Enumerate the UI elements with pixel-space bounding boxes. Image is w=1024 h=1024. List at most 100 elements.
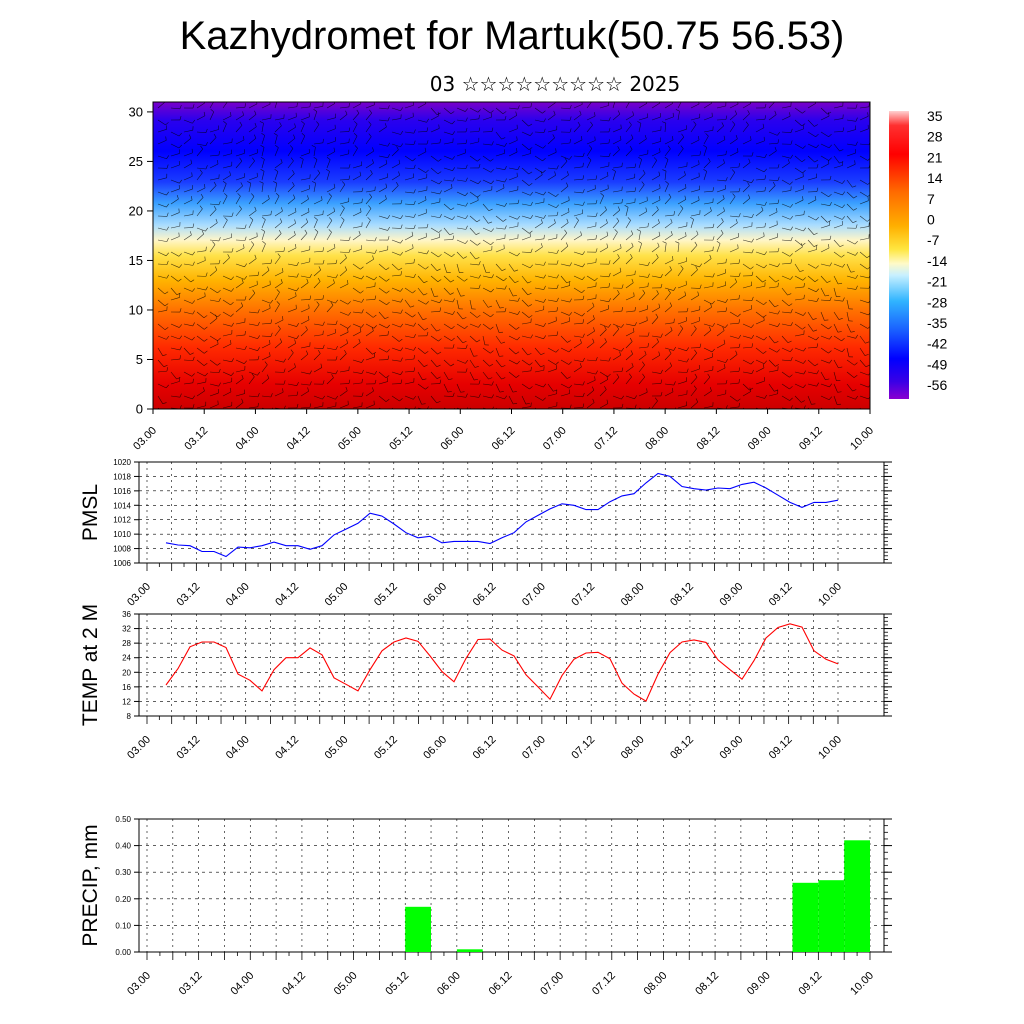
wind-barb bbox=[365, 356, 375, 361]
wind-barb bbox=[313, 214, 323, 217]
wind-barb bbox=[417, 236, 427, 241]
wind-barb bbox=[755, 335, 765, 341]
wind-barb bbox=[482, 167, 492, 173]
wind-barb-flag bbox=[568, 361, 572, 365]
wind-barb bbox=[560, 393, 570, 397]
wind-barb-flag bbox=[827, 220, 831, 223]
wind-barb bbox=[196, 208, 203, 217]
wind-barb bbox=[417, 371, 423, 380]
wind-barb bbox=[781, 131, 791, 133]
wind-barb bbox=[261, 147, 265, 157]
wind-barb-flag bbox=[777, 199, 780, 204]
wind-barb bbox=[586, 330, 595, 337]
colorbar-label: -28 bbox=[927, 294, 947, 310]
wind-barb bbox=[417, 212, 427, 217]
wind-barb bbox=[313, 269, 321, 277]
pmsl-x-tick-label: 06.00 bbox=[421, 581, 449, 609]
wind-barb bbox=[495, 143, 505, 147]
wind-barb-flag bbox=[162, 354, 167, 356]
wind-barb bbox=[703, 347, 713, 353]
wind-barb bbox=[339, 106, 349, 109]
wind-barb bbox=[196, 167, 206, 170]
wind-barb-flag bbox=[504, 165, 507, 170]
wind-barb bbox=[677, 261, 687, 265]
wind-barb-flag bbox=[204, 372, 208, 377]
wind-barb bbox=[664, 259, 674, 265]
wind-barb-flag bbox=[693, 121, 697, 125]
wind-barb-flag bbox=[838, 282, 843, 285]
wind-barb bbox=[248, 210, 257, 217]
wind-barb-flag bbox=[294, 243, 297, 249]
wind-barb-flag bbox=[396, 146, 399, 150]
wind-barb bbox=[209, 318, 218, 325]
wind-barb bbox=[482, 395, 492, 399]
wind-barb bbox=[183, 323, 193, 327]
pmsl-y-tick-label: 1020 bbox=[113, 458, 131, 467]
wind-barb bbox=[703, 147, 707, 157]
wind-barb-flag bbox=[646, 102, 648, 104]
wind-barb-flag bbox=[342, 181, 346, 185]
wind-barb-flag bbox=[301, 120, 305, 124]
wind-barb bbox=[560, 174, 569, 181]
wind-barb-flag bbox=[295, 292, 297, 297]
wind-barb-flag bbox=[669, 266, 672, 271]
wind-barb-flag bbox=[296, 273, 299, 278]
wind-barb-flag bbox=[307, 195, 309, 200]
wind-barb bbox=[560, 222, 569, 229]
wind-barb-flag bbox=[280, 279, 283, 283]
wind-barb bbox=[326, 117, 336, 121]
wind-barb-flag bbox=[348, 312, 352, 316]
wind-barb-flag bbox=[604, 385, 607, 390]
wind-barb-flag bbox=[240, 302, 244, 307]
heatmap-y-tick-label: 20 bbox=[129, 203, 143, 218]
wind-barb bbox=[287, 263, 297, 266]
wind-barb-flag bbox=[684, 195, 687, 200]
wind-barb-flag bbox=[438, 124, 440, 129]
wind-barb bbox=[261, 243, 266, 253]
wind-barb-flag bbox=[215, 218, 218, 223]
wind-barb bbox=[313, 147, 316, 157]
wind-barb bbox=[508, 140, 518, 145]
wind-barb bbox=[482, 263, 487, 273]
wind-barb-flag bbox=[828, 396, 832, 400]
wind-barb-flag bbox=[192, 288, 196, 292]
wind-barb bbox=[469, 215, 477, 223]
wind-barb bbox=[534, 191, 544, 196]
wind-barb bbox=[248, 347, 258, 351]
wind-barb-flag bbox=[490, 180, 494, 184]
wind-barb bbox=[612, 377, 620, 385]
wind-barb-flag bbox=[424, 351, 429, 354]
wind-barb-flag bbox=[527, 292, 532, 296]
wind-barb-flag bbox=[764, 201, 767, 206]
wind-barb bbox=[378, 163, 388, 169]
wind-barb-flag bbox=[413, 213, 416, 218]
wind-barb-flag bbox=[838, 366, 843, 369]
wind-barb bbox=[430, 128, 440, 133]
wind-barb bbox=[820, 203, 830, 206]
wind-barb bbox=[300, 123, 305, 133]
wind-barb bbox=[573, 203, 583, 206]
wind-barb bbox=[378, 275, 387, 282]
wind-barb bbox=[677, 328, 684, 337]
wind-barb bbox=[469, 335, 477, 343]
wind-barb-flag bbox=[656, 206, 659, 210]
wind-barb bbox=[573, 220, 579, 229]
wind-barb bbox=[209, 392, 219, 397]
wind-barb bbox=[339, 257, 347, 265]
wind-barb bbox=[664, 365, 672, 373]
wind-barb-flag bbox=[464, 278, 468, 282]
wind-barb bbox=[599, 222, 608, 229]
wind-barb bbox=[664, 171, 667, 181]
wind-barb-flag bbox=[166, 203, 170, 208]
wind-barb bbox=[781, 215, 791, 220]
wind-barb bbox=[222, 257, 230, 265]
wind-barb bbox=[196, 381, 206, 385]
wind-barb bbox=[339, 353, 347, 361]
wind-barb-flag bbox=[501, 377, 506, 380]
wind-barb-flag bbox=[413, 273, 416, 278]
heatmap-x-tick-label: 04.00 bbox=[234, 425, 262, 453]
wind-barb-flag bbox=[659, 148, 661, 153]
wind-barb bbox=[781, 371, 790, 378]
wind-barb-flag bbox=[517, 215, 521, 220]
wind-barb bbox=[365, 404, 375, 409]
